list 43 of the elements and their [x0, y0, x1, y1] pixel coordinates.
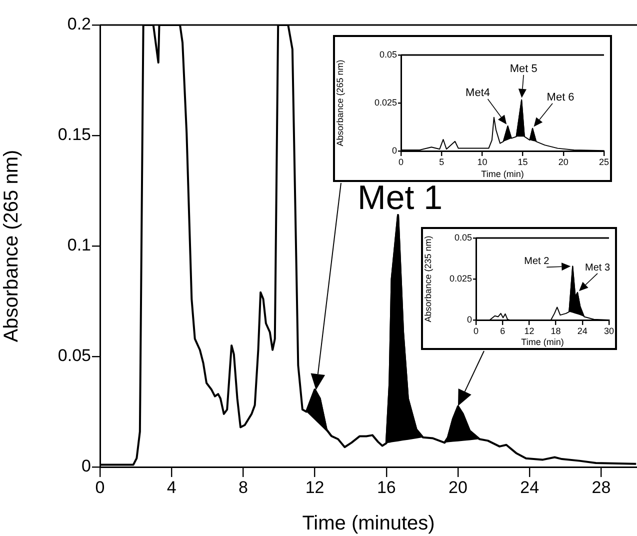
- y-tick-label: 0: [392, 145, 397, 156]
- x-tick-label: 0: [95, 478, 105, 497]
- x-tick-label: 20: [558, 156, 568, 167]
- x-axis-title: Time (min): [481, 169, 524, 180]
- y-axis-title: Absorbance (265 nm): [0, 150, 23, 342]
- y-tick-label: 0.05: [379, 49, 397, 60]
- x-tick-label: 12: [305, 478, 324, 497]
- x-tick-label: 5: [439, 156, 444, 167]
- y-tick-label: 0.025: [449, 273, 472, 284]
- y-tick-label: 0.05: [454, 232, 472, 242]
- annotation: Met4: [466, 87, 490, 100]
- x-tick-label: 0: [473, 326, 479, 336]
- x-tick-label: 16: [376, 478, 396, 497]
- y-tick-label: 0.05: [58, 346, 91, 366]
- x-tick-label: 25: [598, 156, 609, 167]
- x-tick-label: 28: [592, 478, 611, 497]
- annotation: Met 1: [358, 179, 443, 218]
- x-tick-label: 24: [520, 478, 540, 497]
- x-tick-label: 18: [550, 326, 561, 336]
- x-tick-label: 4: [166, 478, 176, 497]
- y-tick-label: 0.15: [58, 125, 91, 144]
- y-axis-title: Absorbance (265 nm): [334, 60, 345, 146]
- x-tick-label: 10: [477, 156, 488, 167]
- x-tick-label: 20: [448, 478, 468, 497]
- y-tick-label: 0.2: [67, 14, 91, 34]
- x-tick-label: 12: [524, 326, 534, 336]
- y-axis-title: Absorbance (235 nm): [422, 236, 433, 322]
- y-tick-label: 0.1: [67, 236, 91, 255]
- annotation: Met 6: [546, 91, 574, 104]
- y-tick-label: 0: [466, 314, 472, 324]
- annotation: Met 3: [585, 262, 610, 274]
- x-tick-label: 15: [518, 156, 528, 167]
- y-tick-label: 0: [82, 456, 91, 476]
- annotation: Met 2: [524, 256, 550, 268]
- x-axis-title: Time (min): [521, 337, 564, 348]
- y-tick-label: 0.025: [374, 97, 397, 108]
- x-axis-title: Time (minutes): [302, 512, 435, 535]
- x-tick-label: 30: [604, 326, 614, 336]
- x-tick-label: 0: [398, 156, 404, 167]
- x-tick-label: 6: [500, 326, 506, 336]
- x-tick-label: 24: [577, 326, 588, 336]
- x-tick-label: 8: [238, 478, 248, 497]
- annotation: Met 5: [510, 62, 538, 75]
